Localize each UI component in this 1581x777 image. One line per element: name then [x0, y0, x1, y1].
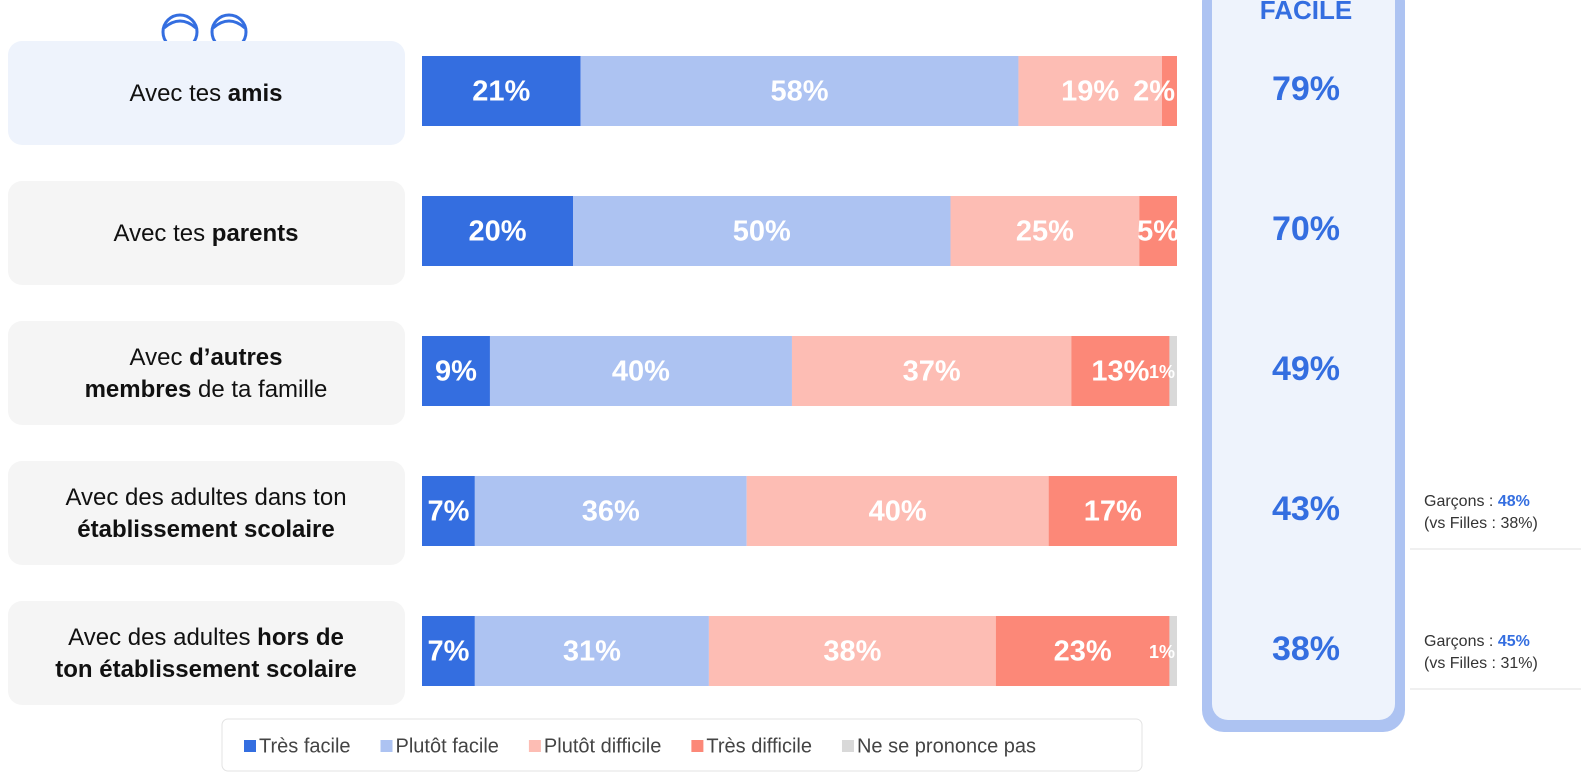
- value-label: 40%: [612, 356, 670, 388]
- note-part: 45%: [1498, 633, 1530, 650]
- bar-segment: [474, 476, 747, 546]
- value-label: 40%: [869, 496, 927, 528]
- bar-segment: [1169, 616, 1177, 686]
- bar-segment: [422, 196, 573, 266]
- legend-swatch: [841, 740, 854, 752]
- note: (vs Filles : 38%): [1424, 515, 1538, 532]
- legend-swatch: [691, 740, 704, 752]
- legend-label: Plutôt facile: [396, 735, 499, 757]
- category-label-part: parents: [212, 220, 299, 247]
- bar-segment: [489, 336, 792, 406]
- category-label-part: ton établissement scolaire: [55, 656, 356, 683]
- value-label: 21%: [472, 76, 530, 108]
- category-box: [8, 41, 405, 145]
- legend-label: Plutôt difficile: [544, 735, 661, 757]
- category-label: Avec des adultes dans ton: [65, 484, 346, 511]
- category-label-part: de ta famille: [191, 376, 327, 403]
- bar-segment: [474, 616, 709, 686]
- legend-swatch: [528, 740, 541, 752]
- note-part: (vs Filles : 38%): [1424, 515, 1538, 532]
- category-label: membres de ta famille: [85, 376, 328, 403]
- note: (vs Filles : 31%): [1424, 655, 1538, 672]
- total-value: 49%: [1272, 350, 1340, 388]
- bar-segment: [746, 476, 1049, 546]
- legend-swatch: [244, 740, 256, 752]
- total-value: 79%: [1272, 70, 1340, 108]
- category-box: [8, 601, 405, 705]
- value-label: 9%: [435, 356, 477, 388]
- value-label: 20%: [468, 216, 526, 248]
- category-label-part: d’autres: [189, 344, 282, 371]
- note: Garçons : 45%: [1424, 633, 1530, 650]
- note: Garçons : 48%: [1424, 493, 1530, 510]
- note-part: (vs Filles : 31%): [1424, 655, 1538, 672]
- category-label: établissement scolaire: [77, 516, 334, 543]
- value-label: 36%: [582, 496, 640, 528]
- bar-segment: [1161, 56, 1177, 126]
- bar-segment: [422, 56, 581, 126]
- bar-segment: [708, 616, 996, 686]
- bar-segment: [422, 336, 490, 406]
- category-label: Avec d’autres: [130, 344, 283, 371]
- note-part: Garçons :: [1424, 633, 1498, 650]
- bar-segment: [1048, 476, 1177, 546]
- legend-label: Très facile: [259, 735, 351, 757]
- total-value: 43%: [1272, 490, 1340, 528]
- category-label-part: établissement scolaire: [77, 516, 334, 543]
- value-label: 19%: [1061, 76, 1119, 108]
- value-label: 1%: [1149, 362, 1175, 382]
- category-label: ton établissement scolaire: [55, 656, 356, 683]
- category-label: Avec tes parents: [114, 220, 299, 247]
- note-part: 48%: [1498, 493, 1530, 510]
- category-label-part: amis: [228, 80, 283, 107]
- total-value: 70%: [1272, 210, 1340, 248]
- category-label-part: hors de: [257, 624, 344, 651]
- value-label: 50%: [733, 216, 791, 248]
- bar-segment: [1139, 196, 1177, 266]
- value-label: 37%: [903, 356, 961, 388]
- value-label: 7%: [427, 496, 469, 528]
- category-label: Avec des adultes hors de: [68, 624, 344, 651]
- legend-label: Très difficile: [706, 735, 812, 757]
- category-label-part: membres: [85, 376, 192, 403]
- bar-segment: [1071, 336, 1170, 406]
- value-label: 38%: [823, 636, 881, 668]
- category-label-part: Avec des adultes dans ton: [65, 484, 346, 511]
- total-header: FACILE: [1260, 0, 1352, 25]
- value-label: 17%: [1084, 496, 1142, 528]
- value-label: 5%: [1137, 216, 1179, 248]
- bar-segment: [1018, 56, 1162, 126]
- category-box: [8, 461, 405, 565]
- total-panel: [1212, 0, 1395, 720]
- category-label-part: Avec des adultes: [68, 624, 257, 651]
- bar-segment: [422, 616, 475, 686]
- legend-swatch: [380, 740, 393, 752]
- bar-segment: [791, 336, 1072, 406]
- value-label: 31%: [563, 636, 621, 668]
- bar-segment: [995, 616, 1170, 686]
- value-label: 13%: [1091, 356, 1149, 388]
- legend-label: Ne se prononce pas: [857, 735, 1036, 757]
- category-box: [8, 321, 405, 425]
- bar-segment: [573, 196, 951, 266]
- bar-segment: [422, 476, 475, 546]
- total-value: 38%: [1272, 630, 1340, 668]
- bar-segment: [950, 196, 1140, 266]
- category-box: [8, 181, 405, 285]
- bar-segment: [580, 56, 1019, 126]
- category-label: Avec tes amis: [130, 80, 283, 107]
- category-label-part: Avec tes: [114, 220, 212, 247]
- value-label: 58%: [770, 76, 828, 108]
- note-part: Garçons :: [1424, 493, 1498, 510]
- value-label: 7%: [427, 636, 469, 668]
- category-label-part: Avec: [130, 344, 190, 371]
- bar-segment: [1169, 336, 1177, 406]
- category-label-part: Avec tes: [130, 80, 228, 107]
- value-label: 2%: [1133, 76, 1175, 108]
- value-label: 1%: [1149, 642, 1175, 662]
- value-label: 25%: [1016, 216, 1074, 248]
- value-label: 23%: [1054, 636, 1112, 668]
- legend-box: [221, 718, 1143, 772]
